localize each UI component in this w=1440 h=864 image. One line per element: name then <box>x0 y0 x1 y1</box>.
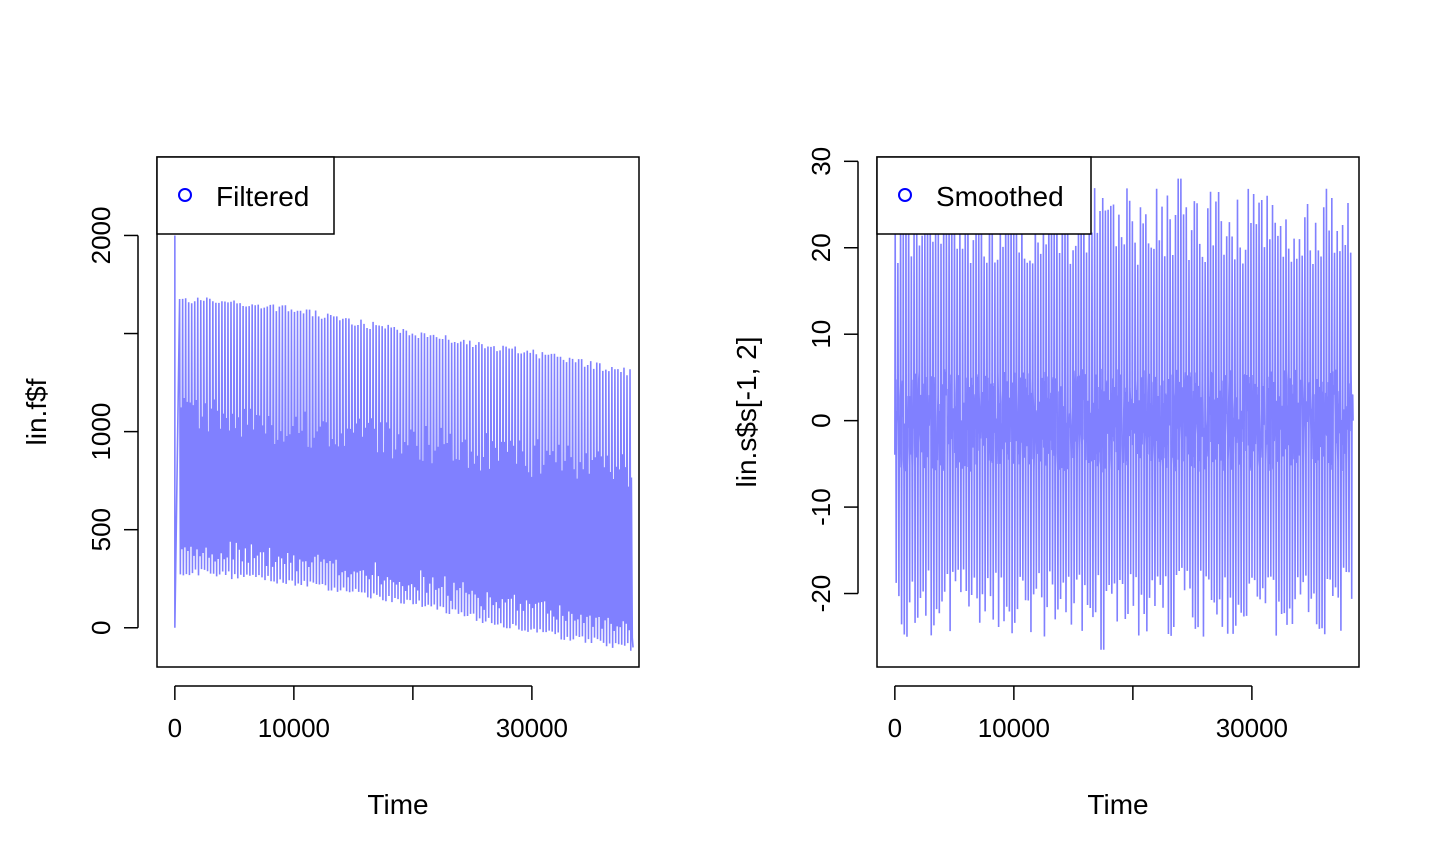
series-line <box>174 235 634 651</box>
y-axis: 0 500 1000 2000 <box>86 207 139 635</box>
y-tick-label: 10 <box>806 320 836 349</box>
y-tick-label: 20 <box>806 233 836 262</box>
x-axis-title: Time <box>1087 789 1148 820</box>
y-tick-label: 500 <box>86 508 116 551</box>
series-line <box>894 178 1354 650</box>
legend-box <box>156 156 335 235</box>
legend: Filtered <box>156 156 335 235</box>
plot-frame <box>876 156 1360 668</box>
y-tick-label: 30 <box>806 147 836 176</box>
legend: Smoothed <box>876 156 1092 235</box>
y-tick-label: 0 <box>806 413 836 427</box>
y-tick-label: 1000 <box>86 403 116 461</box>
y-axis: -20 -10 0 10 20 30 <box>806 147 859 613</box>
y-tick-label: 2000 <box>86 207 116 265</box>
y-tick-label: 0 <box>86 621 116 635</box>
filtered-series <box>174 235 634 651</box>
y-tick-label: -20 <box>806 575 836 613</box>
x-axis: 0 10000 30000 <box>888 685 1288 743</box>
legend-marker-icon <box>178 188 192 202</box>
smoothed-series <box>894 178 1354 650</box>
x-tick-label: 10000 <box>978 713 1050 743</box>
x-axis-title: Time <box>367 789 428 820</box>
x-tick-label: 0 <box>888 713 902 743</box>
legend-box <box>876 156 1092 235</box>
y-axis-title: lin.f$f <box>21 378 52 445</box>
legend-label: Filtered <box>216 181 309 212</box>
x-tick-label: 30000 <box>1216 713 1288 743</box>
legend-marker-icon <box>898 188 912 202</box>
smoothed-chart-panel: 0 10000 30000 -20 -10 0 10 20 30 Time lin.s$s[-… <box>731 147 1360 820</box>
x-tick-label: 0 <box>168 713 182 743</box>
plot-frame <box>156 156 640 668</box>
x-tick-label: 30000 <box>496 713 568 743</box>
x-tick-label: 10000 <box>258 713 330 743</box>
y-tick-label: -10 <box>806 488 836 526</box>
filtered-chart-panel: 0 10000 30000 0 500 1000 2000 Time lin.f$f Fi… <box>21 156 640 820</box>
y-axis-title: lin.s$s[-1, 2] <box>731 337 762 488</box>
x-axis: 0 10000 30000 <box>168 685 568 743</box>
legend-label: Smoothed <box>936 181 1064 212</box>
